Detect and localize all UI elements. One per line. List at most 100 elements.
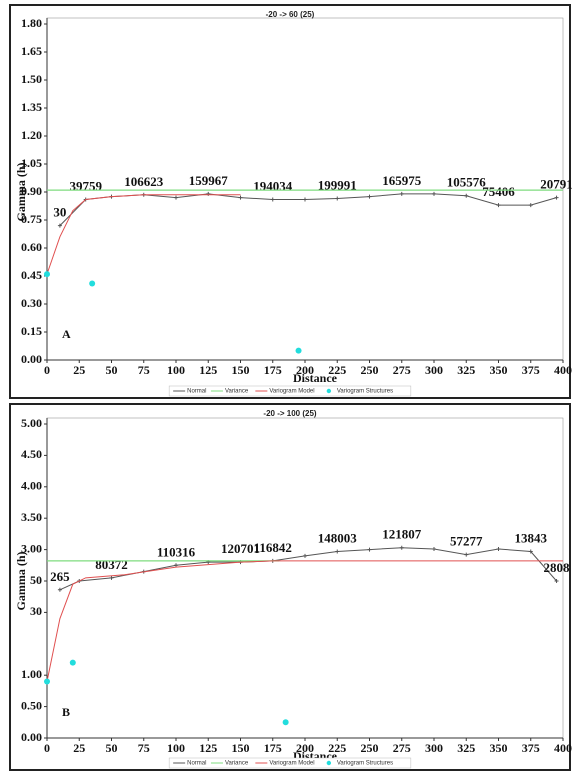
point-marker [399,545,404,550]
x-tick-label: 25 [73,363,85,377]
x-tick-label: 225 [328,363,346,377]
y-tick-label: 0.90 [21,184,42,198]
y-tick-label: 50 [30,573,42,587]
y-tick-label: 0.75 [21,212,42,226]
x-tick-label: 25 [73,741,85,755]
x-tick-label: 200 [296,363,314,377]
structure-point [282,719,289,726]
y-tick-label: 1.35 [21,100,42,114]
y-tick-label: 5.00 [21,416,42,430]
legend-label: Normal [187,761,206,767]
x-tick-label: 200 [296,741,314,755]
legend-label: Variogram Structures [337,389,393,395]
x-tick-label: 300 [425,741,443,755]
x-tick-label: 325 [457,741,475,755]
y-tick-label: 1.20 [21,128,42,142]
point-marker [464,552,469,557]
x-tick-label: 400 [554,363,572,377]
panel-label: B [62,705,70,719]
x-tick-label: 250 [361,363,379,377]
y-tick-label: 1.05 [21,156,42,170]
point-marker [303,553,307,558]
legend-swatch [326,388,332,394]
x-tick-label: 250 [361,741,379,755]
pair-count-label: 39759 [69,178,102,193]
chart-title: -20 -> 100 (25) [263,409,316,418]
structure-point [44,678,50,685]
plot-area [46,17,564,361]
x-tick-label: 325 [457,363,475,377]
pair-count-label: 165975 [382,173,422,188]
y-tick-label: 1.65 [21,44,42,58]
y-tick-label: 0.60 [21,240,42,254]
x-tick-label: 350 [490,741,508,755]
point-marker [496,203,501,208]
point-marker [238,195,243,200]
pair-count-label: 194034 [253,178,293,193]
pair-count-label: 148003 [318,530,358,545]
series-line [46,560,563,682]
legend-swatch [326,760,332,766]
x-tick-label: 75 [138,741,150,755]
x-tick-label: 0 [44,363,50,377]
pair-count-label: 20791 [540,177,572,192]
legend-label: Variogram Model [269,761,314,767]
x-tick-label: 175 [264,363,282,377]
x-tick-label: 225 [328,741,346,755]
point-marker [432,546,436,551]
x-tick-label: 75 [138,363,150,377]
y-tick-label: 0.15 [21,324,42,338]
y-tick-label: 1.00 [21,667,42,681]
pair-count-label: 159967 [189,173,229,188]
point-marker [367,194,372,199]
point-marker [399,191,404,196]
point-marker [367,547,372,552]
point-marker [303,197,307,202]
point-marker [554,579,559,583]
legend-label: Variogram Model [269,389,314,395]
x-tick-label: 300 [425,363,443,377]
y-tick-label: 4.50 [21,447,42,461]
x-tick-label: 375 [522,741,540,755]
pair-count-label: 80372 [95,557,128,572]
pair-count-label: 57277 [450,534,483,549]
legend-box [168,757,412,769]
x-tick-label: 350 [490,363,508,377]
x-tick-label: 275 [393,363,411,377]
series-line [46,194,241,275]
y-tick-label: 0.00 [21,352,42,366]
x-axis-label: Distance [293,371,338,385]
pair-count-label: 120701 [221,541,260,556]
pair-count-label: 2808 [544,560,571,575]
y-tick-label: 1.80 [21,16,42,30]
panel-label: A [62,327,71,341]
y-tick-label: 0.00 [21,730,42,744]
y-tick-label: 1.50 [21,72,42,86]
y-tick-label: 4.00 [21,479,42,493]
x-tick-label: 125 [199,741,217,755]
point-marker [335,196,340,201]
x-tick-label: 150 [232,363,250,377]
point-marker [335,549,340,554]
pair-count-label: 30 [53,205,66,220]
y-tick-label: 3.50 [21,510,42,524]
y-tick-label: 3.00 [21,541,42,555]
x-tick-label: 50 [106,363,118,377]
structure-point [44,271,50,278]
pair-count-label: 199991 [318,178,357,193]
structure-point [295,347,302,354]
x-tick-label: 125 [199,363,217,377]
y-axis-label: Gamma (h) [14,163,28,222]
plot-area [46,417,564,739]
point-marker [57,223,62,228]
pair-count-label: 116842 [254,540,292,555]
x-tick-label: 375 [522,363,540,377]
x-tick-label: 175 [264,741,282,755]
legend-box [168,385,412,397]
legend-label: Variance [225,761,249,767]
x-tick-label: 275 [393,741,411,755]
x-tick-label: 50 [106,741,118,755]
structure-point [89,280,96,287]
point-marker [554,195,559,200]
